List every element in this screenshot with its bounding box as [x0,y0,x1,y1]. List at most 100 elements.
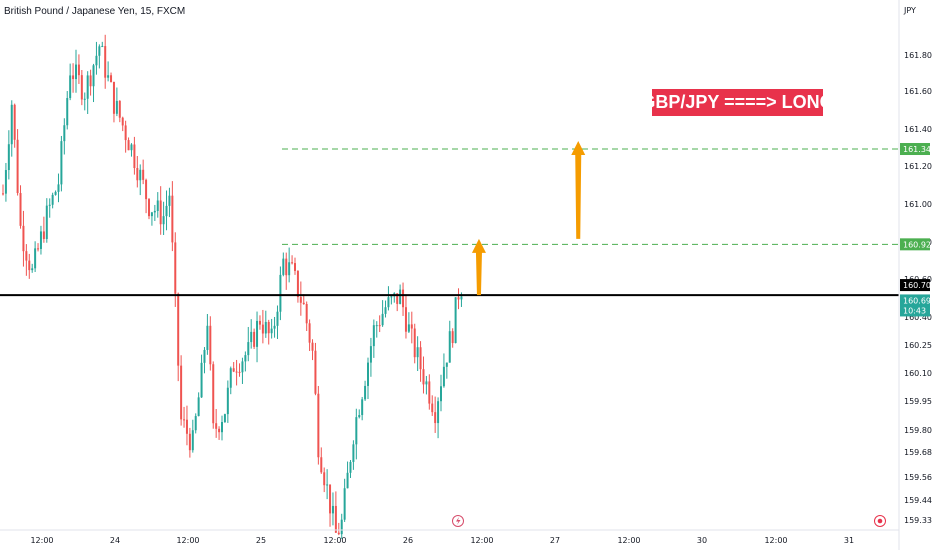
candle [83,92,86,111]
candle [104,34,107,89]
svg-text:160.703: 160.703 [903,281,932,290]
candle [367,357,369,399]
candle [124,120,127,153]
candle [375,321,378,338]
candle [448,320,451,363]
candle [326,469,329,500]
candle [112,81,115,123]
candle [317,385,320,465]
candle [270,318,273,339]
candle [235,359,238,386]
time-tick-label: 24 [110,536,120,545]
candle [165,190,168,231]
time-tick-label: 25 [256,536,266,545]
current-price-tag: 160.69710:43 [900,294,932,317]
candle [232,362,235,373]
red-dot-icon[interactable] [874,515,886,527]
candle [445,362,448,379]
candle [384,300,387,318]
price-tick-label: 159.800 [904,426,932,435]
candle [168,187,171,218]
candle [381,300,384,327]
price-axis-unit: JPY [903,6,916,15]
candle [180,355,183,426]
candle [288,247,291,283]
candle [72,63,75,93]
candle [454,297,457,344]
candle [221,415,223,441]
candle [296,270,299,303]
candle [115,87,118,117]
time-tick-label: 12:00 [30,536,53,545]
candle [256,311,259,363]
candle [194,413,197,434]
candle [77,54,80,84]
price-tick-label: 159.950 [904,397,932,406]
candle [329,484,332,527]
candle [264,310,267,338]
candle [253,328,256,349]
candle [431,395,434,416]
price-tick-label: 161.600 [904,87,932,96]
candle [390,294,393,305]
time-axis[interactable]: 12:00 24 12:00 25 12:00 26 12:00 27 12:00 30 12:00… [0,529,899,545]
price-tick-label: 161.200 [904,162,932,171]
candle [139,164,142,196]
candle [171,181,174,252]
candle [10,100,13,157]
candle [291,255,294,265]
candle [349,460,352,478]
symbol-title[interactable]: British Pound / Japanese Yen, 15, FXCM [4,6,186,17]
candle [101,41,104,48]
candle [299,281,302,316]
candle [136,155,139,188]
candle [218,426,221,440]
trade-banner: GBP/JPY ====> LONG [641,89,834,116]
time-tick-label: 30 [697,536,707,545]
candle [133,136,136,175]
candle [358,409,361,419]
price-axis[interactable]: JPY 161.800161.600161.400161.200161.0001… [898,0,932,550]
target-price-tag: 161.345 [900,143,932,156]
candle [413,323,416,364]
candle [212,361,215,429]
candle [148,198,150,220]
candle [95,41,98,75]
candle [162,201,165,236]
candle [39,225,42,255]
candle [273,316,276,338]
lightning-icon[interactable] [452,515,464,527]
candle [320,447,323,474]
time-tick-label: 12:00 [764,536,787,545]
candle [361,396,364,421]
svg-text:160.926: 160.926 [903,240,932,249]
candle [416,336,419,371]
candle [340,513,343,539]
candle [159,186,162,235]
candle [440,374,442,412]
price-tick-label: 159.560 [904,473,932,482]
candle [331,492,334,526]
price-tags-layer: 161.345 160.926 160.703 160.69710:43 [900,143,932,317]
candle [191,419,194,453]
candle [188,427,191,458]
candle [156,192,159,218]
candle [89,69,92,96]
candle [314,342,317,396]
candle [258,315,261,330]
time-tick-label: 12:00 [176,536,199,545]
candle [42,216,45,243]
candle [2,184,4,196]
candle [437,397,440,439]
candle [364,380,367,401]
candle [16,129,19,196]
candle [247,326,250,362]
candle [402,282,405,316]
candle [69,63,72,101]
candle [308,319,311,351]
candle [372,319,375,358]
svg-text:10:43: 10:43 [903,306,926,315]
candle [22,210,25,267]
resistance-price-tag: 160.926 [900,238,932,251]
